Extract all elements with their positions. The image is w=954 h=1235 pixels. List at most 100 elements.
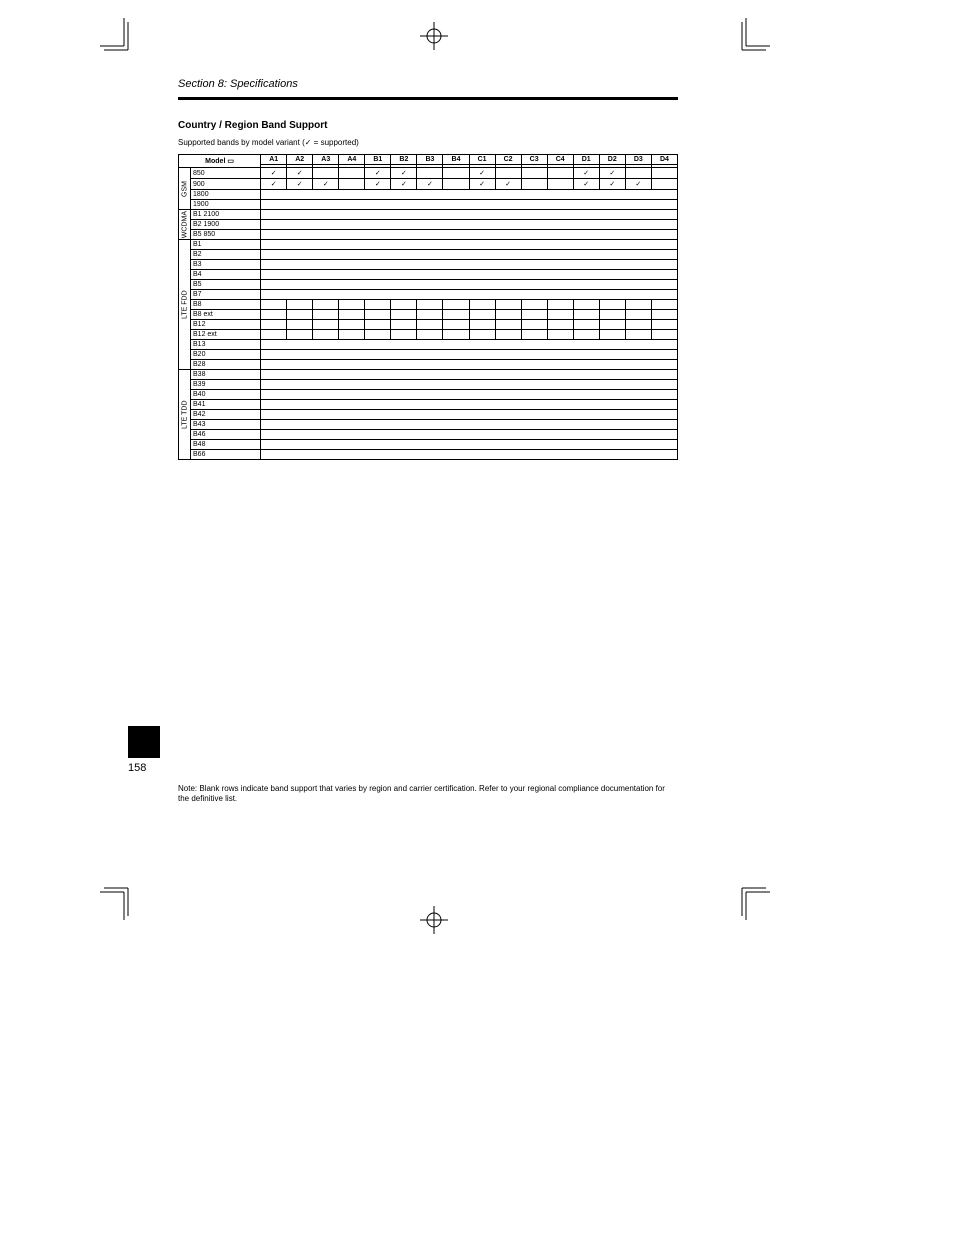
freq-cell: 1900 [191, 200, 261, 210]
data-cell: ✓ [261, 179, 287, 190]
table-row: B2 1900 [179, 220, 678, 230]
data-cell [495, 310, 521, 320]
registration-crosshair-bottom [420, 906, 448, 934]
table-row: B39 [179, 380, 678, 390]
data-cell [339, 310, 365, 320]
table-row: B8 [179, 300, 678, 310]
table-row: 1800 [179, 190, 678, 200]
data-cell [495, 330, 521, 340]
data-cell [417, 320, 443, 330]
freq-cell: B43 [191, 420, 261, 430]
spanned-cell [261, 230, 678, 240]
data-cell [651, 320, 677, 330]
col-header: D4 [651, 155, 677, 165]
data-cell [651, 310, 677, 320]
spanned-cell [261, 430, 678, 440]
table-row: 900✓✓✓✓✓✓✓✓✓✓✓ [179, 179, 678, 190]
data-cell [599, 330, 625, 340]
freq-cell: B5 [191, 280, 261, 290]
data-cell [521, 300, 547, 310]
page: Section 8: Specifications Country / Regi… [0, 0, 954, 1235]
spanned-cell [261, 420, 678, 430]
freq-cell: B1 [191, 240, 261, 250]
col-header: A3 [313, 155, 339, 165]
band-group-label: GSM [179, 168, 191, 210]
freq-cell: B7 [191, 290, 261, 300]
data-cell: ✓ [365, 168, 391, 179]
data-cell [573, 320, 599, 330]
freq-cell: 900 [191, 179, 261, 190]
spanned-cell [261, 390, 678, 400]
spanned-cell [261, 410, 678, 420]
page-number: 158 [128, 762, 168, 774]
table-row: 1900 [179, 200, 678, 210]
data-cell [313, 330, 339, 340]
col-header: D2 [599, 155, 625, 165]
data-cell [417, 300, 443, 310]
data-cell [651, 330, 677, 340]
corner-label: Model ▭ [205, 158, 234, 165]
data-cell [339, 320, 365, 330]
data-cell [443, 168, 469, 179]
data-cell [339, 179, 365, 190]
crop-mark-bottom-left [100, 880, 140, 920]
data-cell: ✓ [495, 179, 521, 190]
col-header: B4 [443, 155, 469, 165]
running-header: Section 8: Specifications [178, 78, 298, 90]
col-header: C3 [521, 155, 547, 165]
corner-cell: Model ▭ [179, 155, 261, 168]
data-cell: ✓ [365, 179, 391, 190]
data-cell [443, 330, 469, 340]
data-cell [573, 300, 599, 310]
data-cell [443, 179, 469, 190]
freq-cell: B8 ext [191, 310, 261, 320]
spanned-cell [261, 450, 678, 460]
data-cell [365, 320, 391, 330]
table-caption: Supported bands by model variant (✓ = su… [178, 138, 359, 147]
data-cell: ✓ [391, 179, 417, 190]
table-row: B28 [179, 360, 678, 370]
data-cell: ✓ [599, 179, 625, 190]
data-cell [521, 168, 547, 179]
data-cell [261, 300, 287, 310]
data-cell [313, 168, 339, 179]
freq-cell: B39 [191, 380, 261, 390]
data-cell [521, 330, 547, 340]
data-cell [573, 310, 599, 320]
data-cell [313, 310, 339, 320]
data-cell [599, 320, 625, 330]
data-cell [261, 330, 287, 340]
data-cell: ✓ [391, 168, 417, 179]
data-cell [443, 300, 469, 310]
crop-mark-bottom-right [730, 880, 770, 920]
data-cell: ✓ [417, 179, 443, 190]
col-header: B2 [391, 155, 417, 165]
header-row-1: Model ▭ A1 A2 A3 A4 B1 B2 B3 B4 C1 C2 C3… [179, 155, 678, 165]
data-cell [391, 300, 417, 310]
table-row: B5 [179, 280, 678, 290]
table-row: LTE TDDB38 [179, 370, 678, 380]
section-tab [128, 726, 160, 758]
data-cell [651, 300, 677, 310]
spanned-cell [261, 200, 678, 210]
data-cell [469, 300, 495, 310]
crop-mark-top-right [730, 18, 770, 58]
data-cell [339, 168, 365, 179]
table-row: LTE FDDB1 [179, 240, 678, 250]
registration-crosshair-top [420, 22, 448, 50]
table-row: B12 ext [179, 330, 678, 340]
data-cell [573, 330, 599, 340]
spanned-cell [261, 210, 678, 220]
data-cell [651, 168, 677, 179]
spanned-cell [261, 220, 678, 230]
table-row: B46 [179, 430, 678, 440]
spanned-cell [261, 290, 678, 300]
spanned-cell [261, 370, 678, 380]
data-cell [599, 310, 625, 320]
data-cell [417, 168, 443, 179]
freq-cell: B2 1900 [191, 220, 261, 230]
table-row: WCDMAB1 2100 [179, 210, 678, 220]
spanned-cell [261, 240, 678, 250]
table-row: B42 [179, 410, 678, 420]
col-header: A4 [339, 155, 365, 165]
